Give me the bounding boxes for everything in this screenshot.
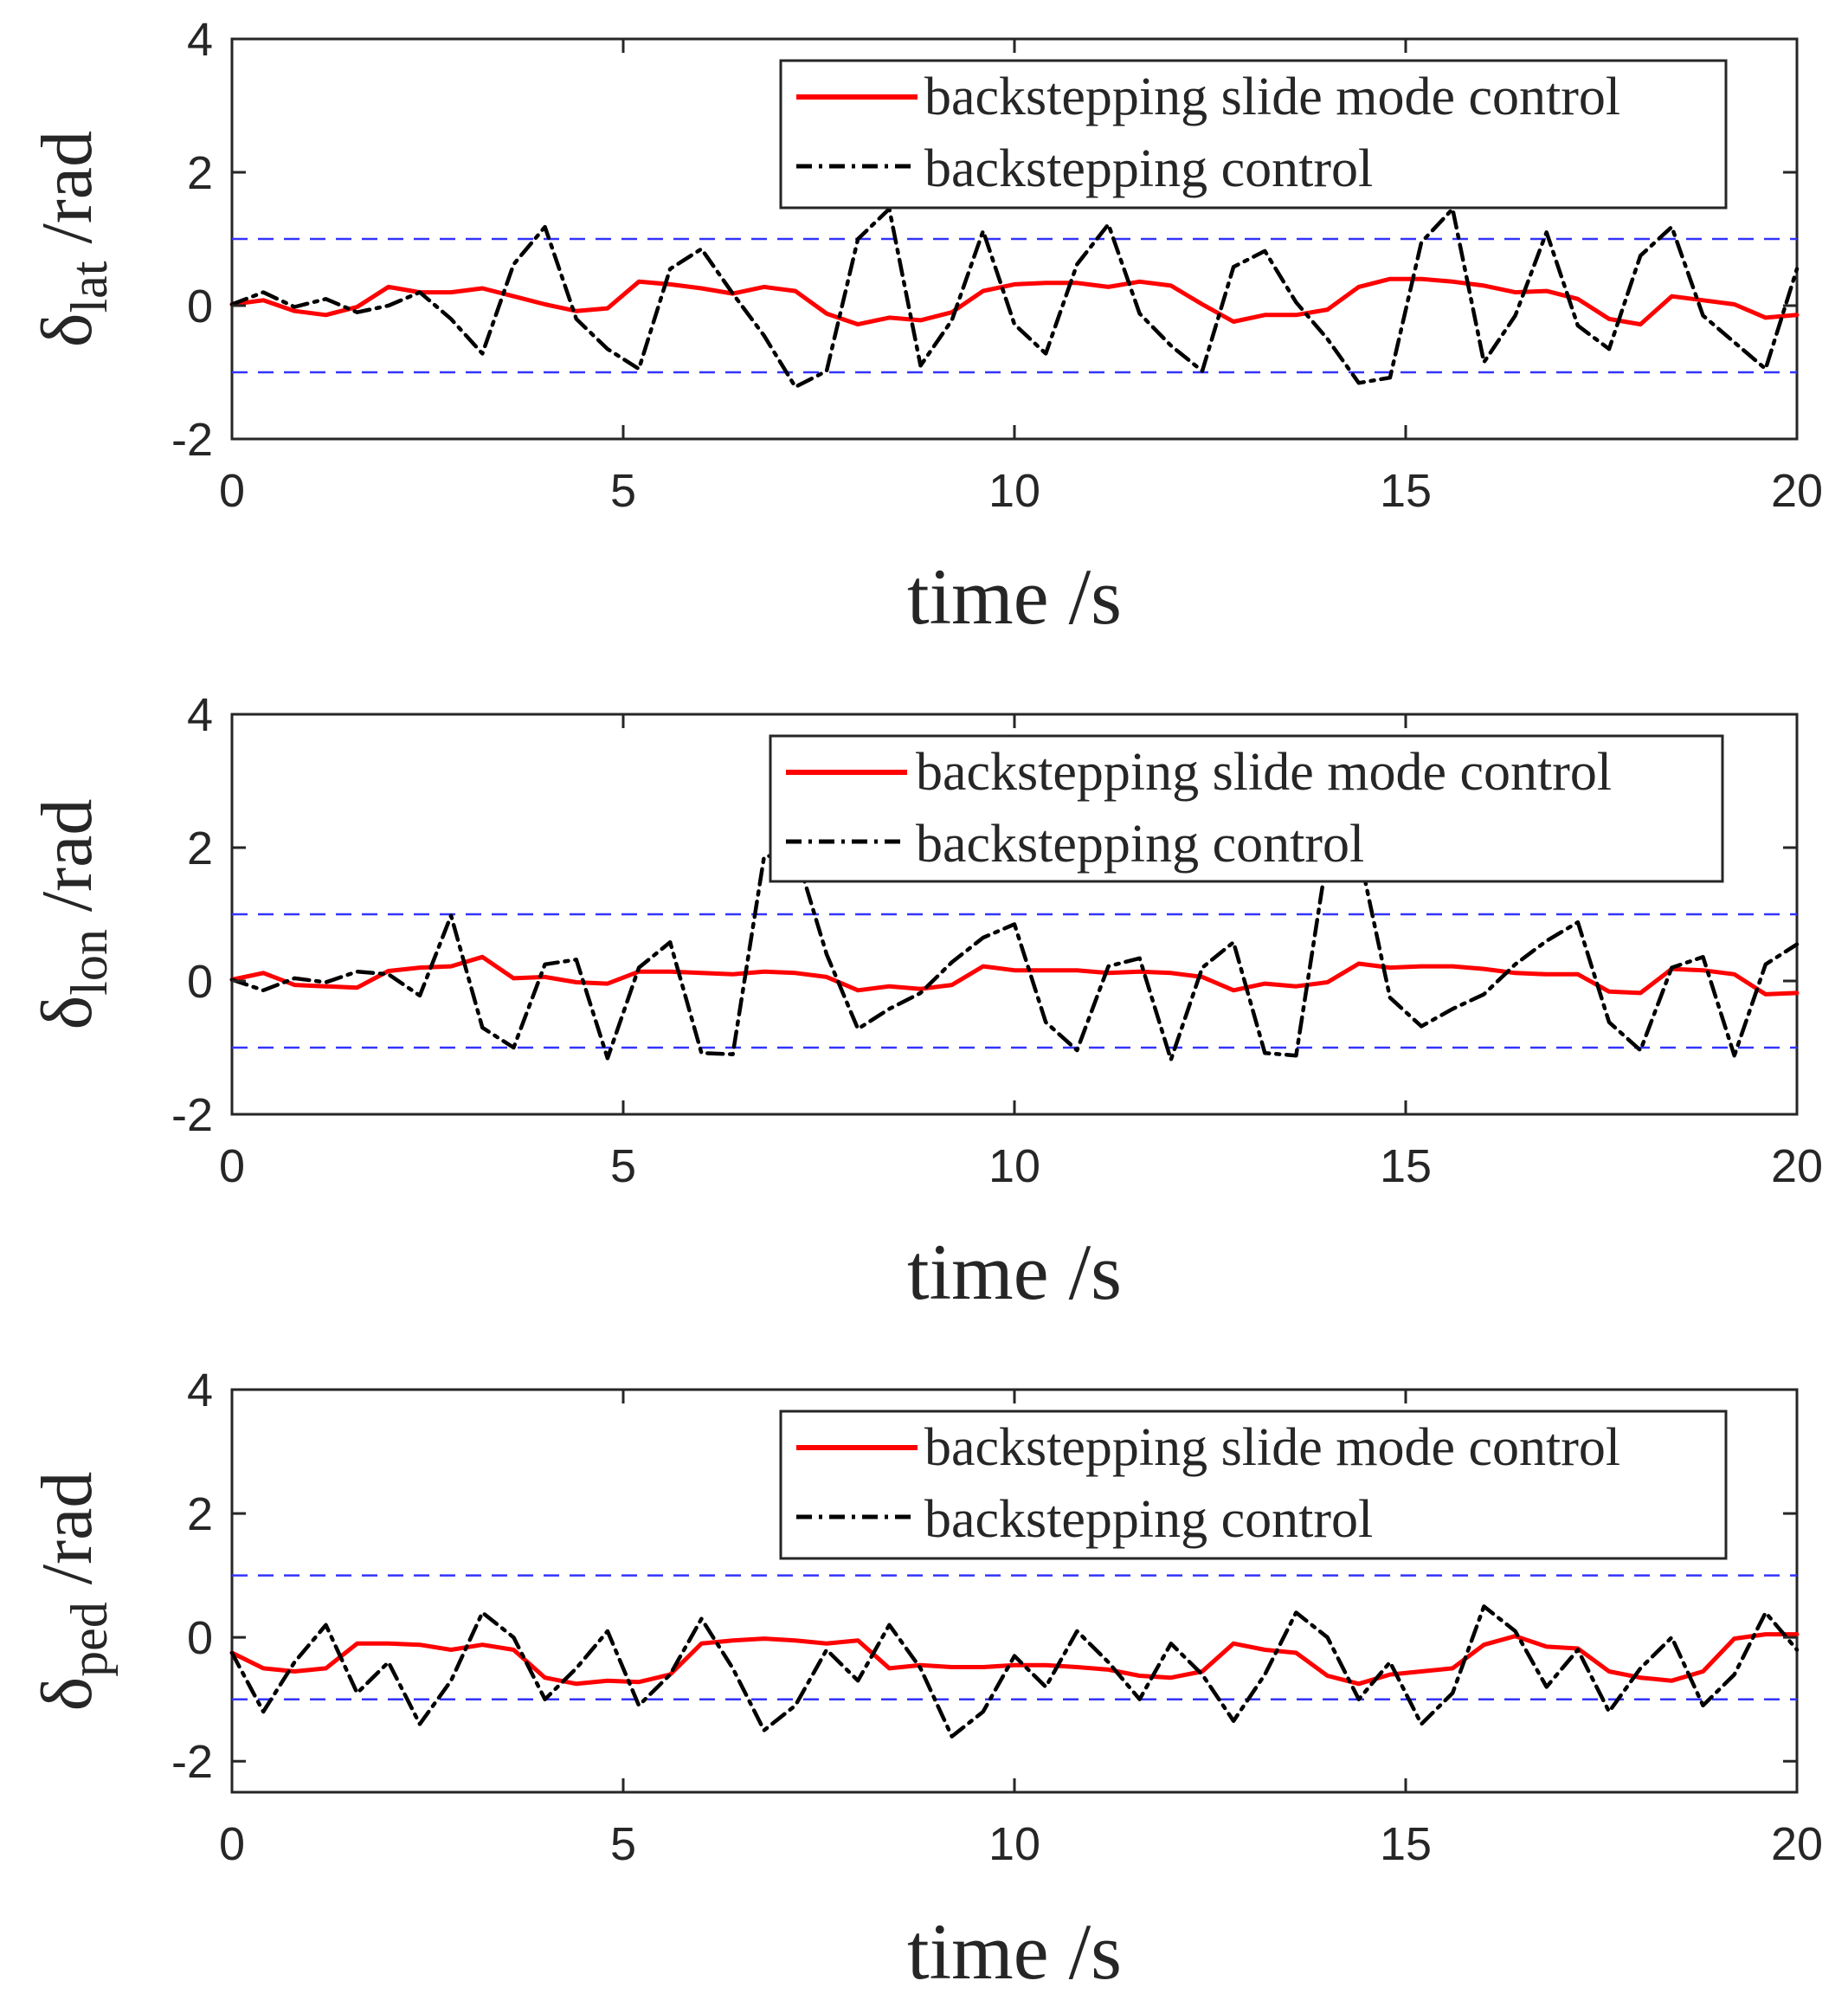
legend-label-bs-ped: backstepping control (924, 1490, 1373, 1549)
ylabel-ped: δped/rad (27, 1472, 118, 1712)
legend-label-bs-lon: backstepping control (916, 815, 1364, 874)
ylabel-symbol-lat: δ (27, 313, 107, 347)
y-tick-label: 4 (187, 689, 213, 741)
y-tick-label: 0 (187, 956, 213, 1008)
bound-lines-lat (232, 237, 1797, 374)
series-layer-lon (229, 848, 1800, 1062)
legend-lat: backstepping slide mode control backstep… (779, 59, 1728, 210)
xlabel-lon: time /s (907, 1228, 1122, 1316)
x-tick-label: 0 (219, 1140, 245, 1192)
ylabel-subscript-lat: lat (61, 261, 118, 313)
legend-ped: backstepping slide mode control backstep… (779, 1410, 1728, 1560)
xlabel-lat: time /s (907, 552, 1122, 641)
legend-label-smc-lon: backstepping slide mode control (916, 743, 1612, 802)
y-ticks-lon: -2 0 2 4 (171, 689, 1797, 1141)
x-tick-label: 10 (988, 1140, 1040, 1192)
y-tick-label: 2 (187, 147, 213, 199)
ylabel-lat: δlat/rad (27, 131, 118, 347)
x-tick-label: 5 (610, 465, 636, 517)
y-tick-label: 4 (187, 14, 213, 66)
series-layer-lat (229, 207, 1800, 390)
x-tick-label: 5 (610, 1818, 636, 1870)
y-tick-label: -2 (171, 414, 213, 466)
series-line-bs-lat (229, 207, 1800, 390)
series-line-bs-lon (229, 848, 1800, 1062)
y-tick-label: -2 (171, 1736, 213, 1788)
x-tick-label: 0 (219, 1818, 245, 1870)
series-layer-ped (229, 1604, 1800, 1739)
y-tick-label: 2 (187, 823, 213, 874)
bound-lines-lon (232, 913, 1797, 1049)
series-line-smc-lon (229, 954, 1800, 997)
x-tick-label: 15 (1380, 1140, 1432, 1192)
y-tick-label: -2 (171, 1089, 213, 1141)
legend-label-smc-lat: backstepping slide mode control (924, 68, 1620, 126)
x-tick-label: 20 (1771, 1818, 1823, 1870)
legend-box-ped (779, 1410, 1728, 1560)
ylabel-subscript-lon: lon (61, 929, 118, 996)
x-ticks-lat: 0 5 10 15 20 (219, 39, 1823, 517)
x-tick-label: 10 (988, 465, 1040, 517)
x-ticks-ped: 0 5 10 15 20 (219, 1390, 1823, 1870)
x-tick-label: 0 (219, 465, 245, 517)
legend-box-lat (779, 59, 1728, 210)
legend-label-bs-lat: backstepping control (924, 139, 1373, 198)
y-ticks-lat: -2 0 2 4 (171, 14, 1797, 466)
x-tick-label: 10 (988, 1818, 1040, 1870)
x-tick-label: 20 (1771, 1140, 1823, 1192)
legend-label-smc-ped: backstepping slide mode control (924, 1418, 1620, 1477)
ylabel-lon: δlon/rad (27, 799, 118, 1030)
ylabel-unit-ped: /rad (27, 1472, 107, 1585)
x-tick-label: 20 (1771, 465, 1823, 517)
series-line-bs-ped (229, 1604, 1800, 1739)
y-tick-label: 2 (187, 1488, 213, 1540)
ylabel-subscript-ped: ped (61, 1602, 118, 1677)
ylabel-symbol-ped: δ (27, 1677, 107, 1712)
x-tick-label: 5 (610, 1140, 636, 1192)
y-ticks-ped: -2 0 2 4 (171, 1365, 1797, 1788)
legend-lon: backstepping slide mode control backstep… (769, 734, 1724, 883)
x-tick-label: 15 (1380, 465, 1432, 517)
bound-lines-ped (232, 1574, 1797, 1700)
x-ticks-lon: 0 5 10 15 20 (219, 714, 1823, 1192)
y-tick-label: 0 (187, 281, 213, 332)
xlabel-ped: time /s (907, 1907, 1122, 1996)
y-tick-label: 0 (187, 1612, 213, 1664)
ylabel-unit-lon: /rad (27, 799, 107, 913)
series-line-smc-lat (229, 276, 1800, 327)
x-tick-label: 15 (1380, 1818, 1432, 1870)
ylabel-unit-lat: /rad (27, 131, 107, 244)
series-line-smc-ped (229, 1632, 1800, 1687)
ylabel-symbol-lon: δ (27, 996, 107, 1030)
legend-box-lon (769, 734, 1724, 883)
y-tick-label: 4 (187, 1365, 213, 1416)
